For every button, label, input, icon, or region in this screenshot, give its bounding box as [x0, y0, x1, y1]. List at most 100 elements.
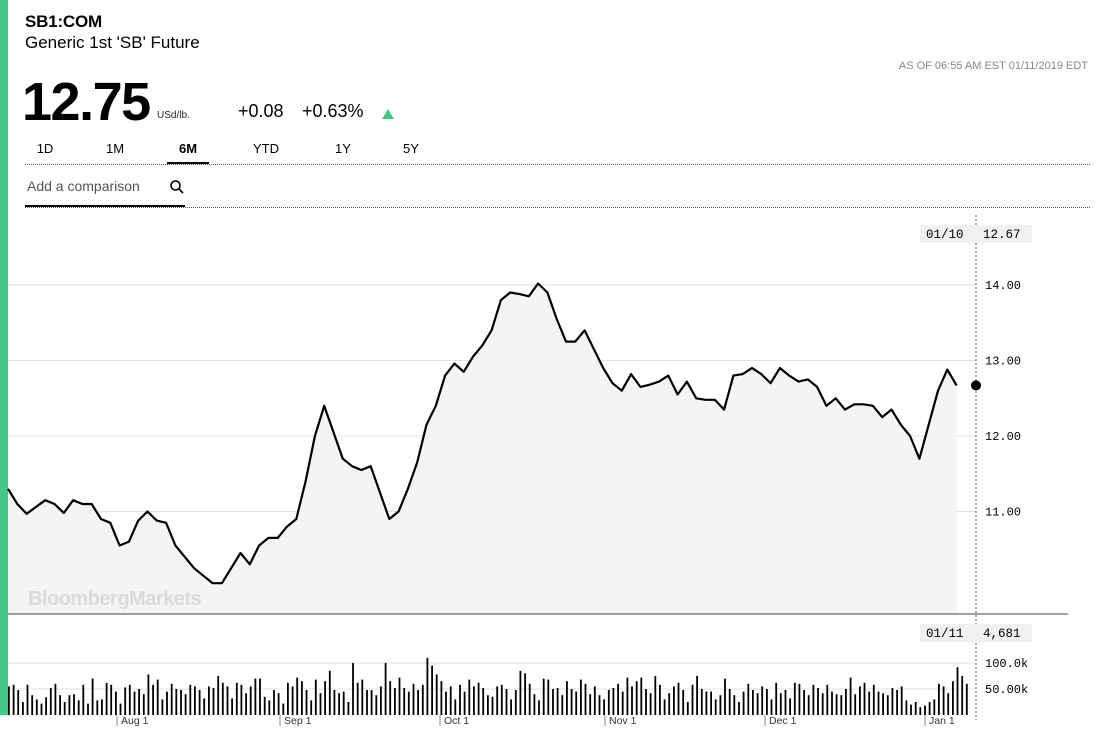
volume-bar — [347, 702, 350, 715]
volume-bar — [928, 702, 931, 715]
volume-bar — [859, 686, 861, 715]
as-of-timestamp: AS OF 06:55 AM EST 01/11/2019 EDT — [898, 60, 1088, 72]
volume-bar — [775, 682, 778, 715]
volume-bar — [552, 689, 554, 715]
volume-tick-label: 50.00k — [985, 683, 1028, 697]
volume-bar — [891, 688, 894, 715]
volume-bar — [231, 698, 233, 715]
volume-bar — [412, 683, 415, 715]
volume-bar — [184, 694, 187, 715]
volume-bar — [598, 695, 601, 715]
crosshair-volume-value: 4,681 — [983, 627, 1021, 641]
tab-6m[interactable]: 6M — [167, 140, 209, 164]
tab-1y[interactable]: 1Y — [335, 141, 351, 156]
volume-bar — [817, 688, 819, 715]
volume-bar — [812, 684, 815, 715]
volume-bar — [338, 693, 340, 715]
volume-bar — [226, 686, 229, 715]
volume-bar — [194, 686, 196, 715]
search-icon[interactable] — [169, 179, 185, 195]
volume-bar — [779, 693, 782, 715]
crosshair-price-label: 01/10 12.67 — [920, 225, 1032, 243]
crosshair-value: 12.67 — [983, 228, 1021, 242]
volume-bar — [17, 690, 20, 715]
tab-1d[interactable]: 1D — [36, 141, 54, 156]
volume-bar — [710, 691, 712, 715]
volume-bar — [924, 705, 926, 715]
price-tick-label: 14.00 — [985, 279, 1021, 293]
volume-bar — [384, 663, 387, 715]
comparison-search — [25, 172, 185, 207]
volume-bar — [361, 679, 364, 715]
volume-bar — [719, 695, 722, 715]
volume-bar — [40, 703, 43, 715]
volume-bar — [654, 676, 657, 715]
volume-bar — [189, 684, 192, 715]
volume-bar — [319, 693, 322, 715]
price-axis-ticks: 14.00 13.00 12.00 11.00 — [985, 279, 1021, 520]
volume-bar — [617, 683, 619, 715]
volume-bar — [198, 690, 201, 715]
volume-bar — [696, 676, 698, 715]
volume-bar — [235, 682, 238, 715]
volume-bar — [705, 691, 708, 715]
volume-bar — [175, 689, 178, 715]
volume-bar — [249, 686, 252, 715]
volume-bar — [459, 684, 461, 715]
volume-bar — [63, 702, 66, 715]
volume-bar — [942, 686, 945, 715]
volume-bar — [12, 684, 15, 715]
volume-bar — [635, 681, 638, 715]
volume-bar — [700, 689, 703, 715]
volume-bar — [268, 700, 271, 715]
price-change-percent: +0.63% — [302, 101, 364, 121]
volume-bar — [147, 674, 150, 715]
volume-bar — [956, 667, 959, 715]
volume-grid-lines — [8, 662, 976, 690]
volume-bar — [133, 691, 136, 715]
volume-bar — [49, 688, 52, 715]
volume-bar — [882, 693, 884, 715]
tab-5y[interactable]: 5Y — [403, 141, 419, 156]
volume-bar — [212, 688, 215, 715]
tab-ytd[interactable]: YTD — [253, 141, 279, 156]
price-tick-label: 12.00 — [985, 430, 1021, 444]
volume-bar — [152, 684, 154, 715]
volume-bar — [417, 690, 419, 715]
accent-bar — [0, 0, 8, 715]
volume-bar — [682, 690, 685, 715]
volume-bar — [673, 686, 675, 715]
volume-bar — [789, 698, 791, 715]
volume-axis-ticks: 100.0k 50.00k — [985, 657, 1028, 697]
volume-bar — [394, 688, 396, 715]
volume-bar — [77, 700, 80, 715]
volume-bar — [491, 696, 494, 715]
date-tick-label: Nov 1 — [609, 715, 637, 727]
volume-bar — [8, 686, 10, 715]
volume-bar — [166, 691, 168, 715]
volume-bar — [82, 684, 85, 715]
volume-bar — [961, 676, 964, 715]
volume-bar — [938, 683, 940, 715]
volume-bar — [626, 677, 629, 715]
volume-bar — [245, 693, 247, 715]
volume-bar — [914, 702, 917, 715]
volume-bar — [821, 693, 824, 715]
volume-bar — [896, 690, 898, 715]
volume-bar — [607, 690, 610, 715]
volume-bar — [756, 693, 759, 715]
last-value-marker — [971, 380, 981, 391]
volume-bar — [259, 678, 261, 715]
volume-bar — [803, 690, 805, 715]
volume-bar — [445, 691, 447, 715]
volume-bar — [668, 693, 671, 715]
volume-bar — [798, 683, 801, 715]
volume-bar — [54, 683, 57, 715]
volume-bar — [835, 694, 838, 715]
comparison-input[interactable] — [25, 176, 164, 196]
price-volume-chart: BloombergMarkets 01/10 12.67 01/11 4,681 1… — [7, 215, 1068, 727]
volume-bar — [747, 683, 750, 715]
tab-1m[interactable]: 1M — [105, 141, 125, 156]
volume-bar — [170, 683, 173, 715]
volume-bar — [872, 684, 875, 715]
